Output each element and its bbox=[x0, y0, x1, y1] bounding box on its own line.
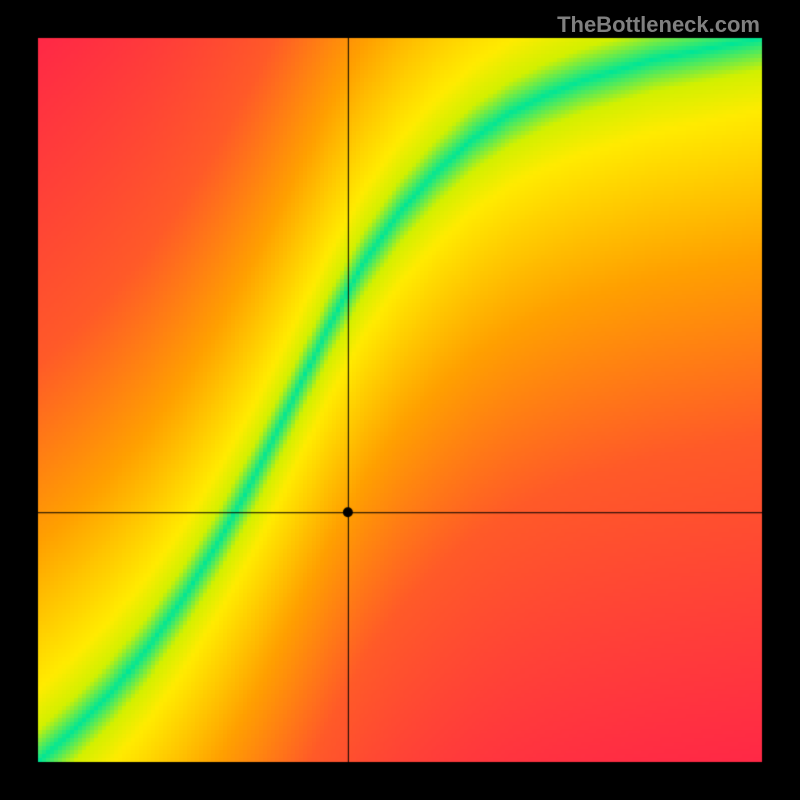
heatmap-canvas bbox=[0, 0, 800, 800]
watermark-text: TheBottleneck.com bbox=[557, 12, 760, 38]
chart-container: TheBottleneck.com bbox=[0, 0, 800, 800]
